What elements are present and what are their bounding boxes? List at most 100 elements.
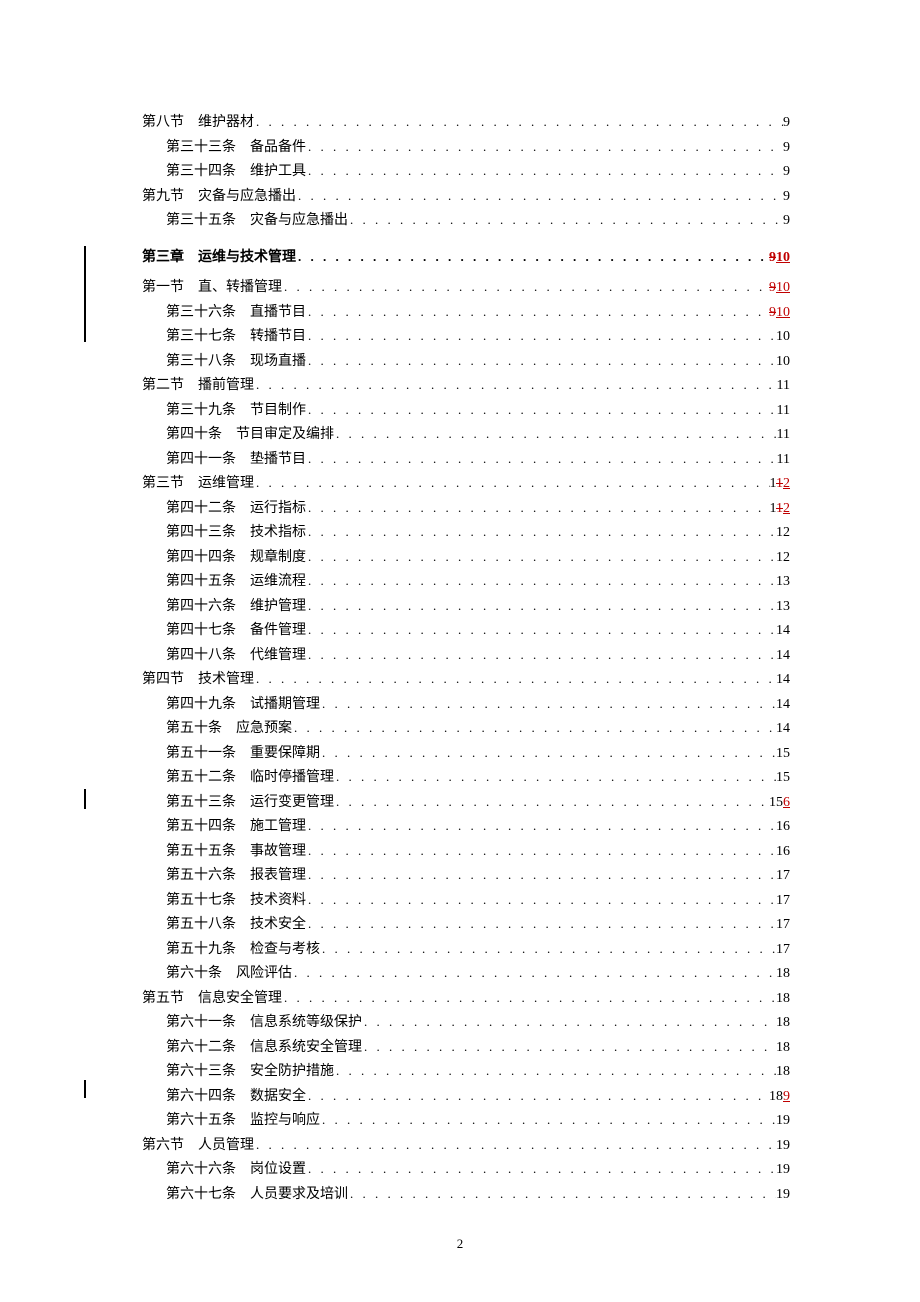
toc-leader-dots [254, 471, 770, 495]
toc-entry-number: 第五十八条 [166, 913, 236, 937]
toc-entry-number: 第五十五条 [166, 840, 236, 864]
toc-page-number: 14 [776, 644, 790, 668]
toc-entry-number: 第四十五条 [166, 570, 236, 594]
toc-page-number: 17 [776, 864, 790, 888]
toc-page-number: 15 [776, 766, 790, 790]
toc-entry: 第三章运维与技术管理 910 [130, 245, 790, 270]
toc-entry-number: 第五十二条 [166, 766, 236, 790]
toc-label: 第六十五条监控与响应 [166, 1109, 320, 1133]
toc-label: 第四节技术管理 [142, 668, 254, 692]
toc-leader-dots [306, 496, 770, 520]
toc-page-number: 910 [769, 276, 790, 300]
toc-label: 第八节维护器材 [142, 111, 254, 135]
toc-entry: 第三节运维管理112 [130, 471, 790, 496]
toc-entry-title: 垫播节目 [250, 448, 306, 472]
toc-entry: 第四十四条规章制度12 [130, 545, 790, 570]
toc-leader-dots [306, 135, 783, 159]
toc-entry-title: 数据安全 [250, 1085, 306, 1109]
table-of-contents: 第八节维护器材9第三十三条备品备件9第三十四条维护工具9第九节灾备与应急播出9第… [130, 110, 790, 1206]
toc-page-number: 10 [776, 350, 790, 374]
toc-entry-number: 第六十六条 [166, 1158, 236, 1182]
toc-entry: 第五十七条技术资料17 [130, 888, 790, 913]
toc-page-number: 18 [776, 1060, 790, 1084]
toc-label: 第四十四条规章制度 [166, 546, 306, 570]
toc-page-number: 11 [777, 423, 790, 447]
toc-label: 第六十一条信息系统等级保护 [166, 1011, 362, 1035]
toc-entry: 第四十九条试播期管理14 [130, 692, 790, 717]
toc-leader-dots [306, 863, 776, 887]
toc-entry-title: 检查与考核 [250, 938, 320, 962]
toc-page-number: 18 [776, 962, 790, 986]
toc-entry-title: 现场直播 [250, 350, 306, 374]
toc-leader-dots [334, 1059, 776, 1083]
toc-entry-title: 信息安全管理 [198, 987, 282, 1011]
toc-page-number: 9 [783, 160, 790, 184]
toc-entry-number: 第三十五条 [166, 209, 236, 233]
toc-entry-number: 第三节 [142, 472, 184, 496]
toc-entry-title: 运维管理 [198, 472, 254, 496]
toc-entry: 第四十八条代维管理14 [130, 643, 790, 668]
toc-entry-number: 第五十条 [166, 717, 222, 741]
toc-entry-title: 维护工具 [250, 160, 306, 184]
toc-label: 第五十二条临时停播管理 [166, 766, 334, 790]
toc-entry: 第五十一条重要保障期15 [130, 741, 790, 766]
toc-leader-dots [296, 184, 783, 208]
toc-entry: 第三十八条现场直播 10 [130, 349, 790, 374]
deleted-page-number: 1 [776, 476, 783, 491]
toc-label: 第五十六条报表管理 [166, 864, 306, 888]
toc-leader-dots [306, 1084, 769, 1108]
toc-leader-dots [306, 643, 776, 667]
toc-entry-number: 第六十二条 [166, 1036, 236, 1060]
toc-entry-number: 第三章 [142, 246, 184, 270]
toc-entry: 第五节信息安全管理18 [130, 986, 790, 1011]
toc-leader-dots [306, 300, 769, 324]
inserted-page-number: 2 [783, 501, 790, 516]
toc-entry-number: 第六十条 [166, 962, 222, 986]
toc-page-number: 9 [783, 209, 790, 233]
toc-entry-title: 安全防护措施 [250, 1060, 334, 1084]
toc-page-number: 910 [769, 301, 790, 325]
toc-entry-number: 第二节 [142, 374, 184, 398]
toc-leader-dots [334, 790, 769, 814]
toc-leader-dots [306, 324, 776, 348]
toc-page-number: 910 [769, 246, 790, 270]
toc-leader-dots [254, 1133, 776, 1157]
toc-entry-title: 重要保障期 [250, 742, 320, 766]
inserted-page-number: 6 [783, 795, 790, 810]
toc-entry-title: 技术指标 [250, 521, 306, 545]
deleted-page-number: 9 [769, 250, 776, 265]
toc-entry: 第五十五条事故管理16 [130, 839, 790, 864]
toc-entry: 第五十三条运行变更管理156 [130, 790, 790, 815]
toc-entry-title: 规章制度 [250, 546, 306, 570]
toc-entry-title: 应急预案 [236, 717, 292, 741]
revision-bar [84, 789, 86, 809]
toc-page-number: 189 [769, 1085, 790, 1109]
toc-entry-number: 第六节 [142, 1134, 184, 1158]
toc-entry: 第四十一条垫播节目11 [130, 447, 790, 472]
toc-leader-dots [306, 545, 776, 569]
toc-label: 第三十五条灾备与应急播出 [166, 209, 348, 233]
toc-entry-title: 播前管理 [198, 374, 254, 398]
toc-label: 第三章运维与技术管理 [142, 246, 296, 270]
toc-entry-number: 第六十四条 [166, 1085, 236, 1109]
toc-entry: 第三十四条维护工具9 [130, 159, 790, 184]
toc-entry-title: 人员要求及培训 [250, 1183, 348, 1207]
toc-leader-dots [306, 814, 776, 838]
toc-leader-dots [320, 937, 776, 961]
toc-leader-dots [334, 422, 777, 446]
toc-entry: 第三十七条转播节目10 [130, 324, 790, 349]
toc-page-number: 156 [769, 791, 790, 815]
toc-leader-dots [362, 1035, 776, 1059]
toc-leader-dots [306, 1157, 776, 1181]
toc-entry: 第六十四条数据安全 189 [130, 1084, 790, 1109]
toc-page-number: 19 [776, 1134, 790, 1158]
toc-page-number: 14 [776, 619, 790, 643]
toc-entry-title: 节目审定及编排 [236, 423, 334, 447]
toc-entry-title: 维护器材 [198, 111, 254, 135]
toc-leader-dots [306, 520, 776, 544]
toc-leader-dots [306, 159, 783, 183]
toc-page-number: 13 [776, 570, 790, 594]
toc-entry: 第九节灾备与应急播出9 [130, 184, 790, 209]
deleted-page-number: 9 [769, 305, 776, 320]
toc-label: 第三十八条现场直播 [166, 350, 306, 374]
